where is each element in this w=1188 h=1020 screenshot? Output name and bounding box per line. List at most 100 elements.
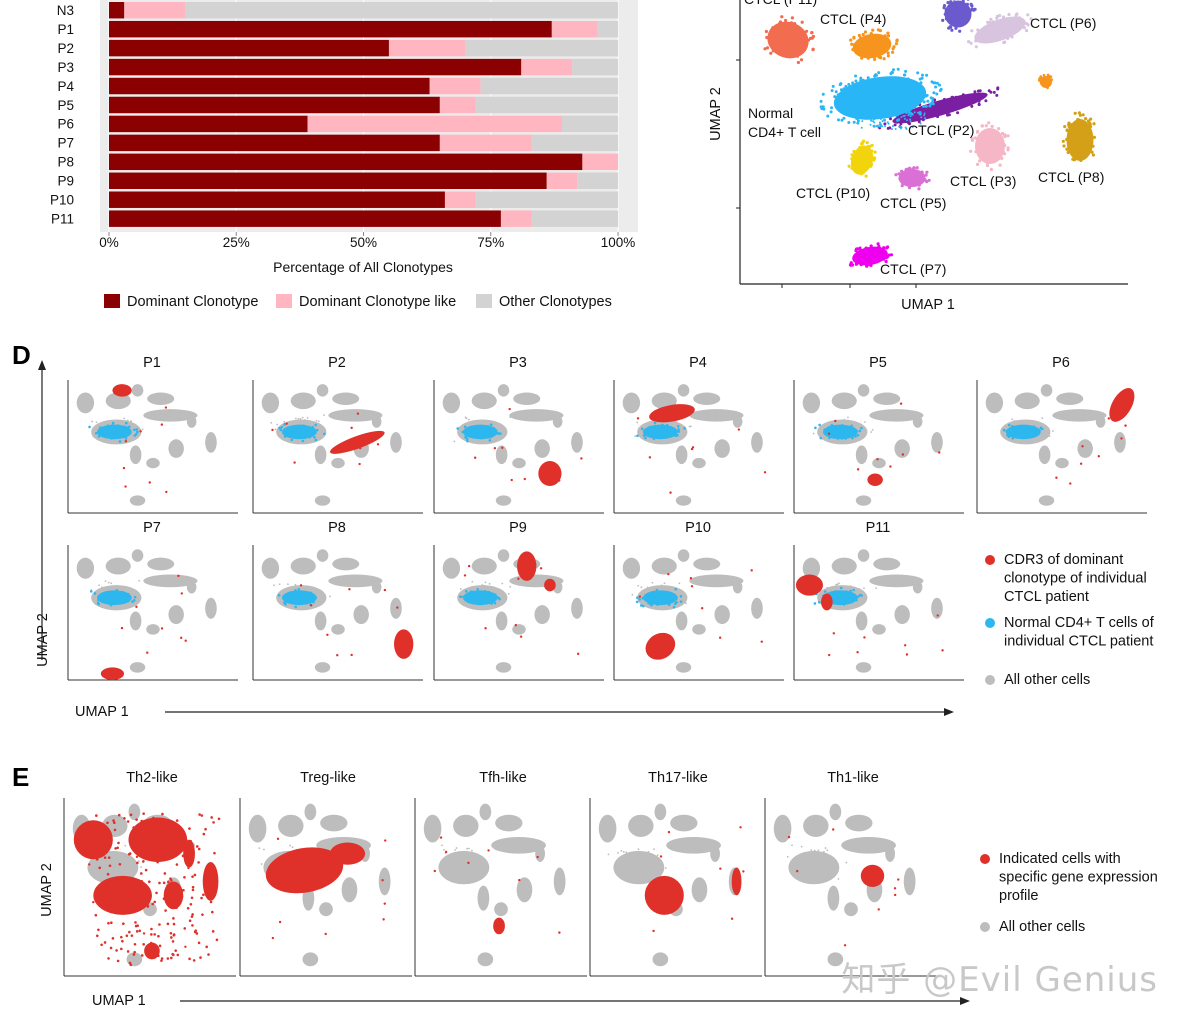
point — [856, 104, 859, 107]
grey-cluster — [494, 902, 508, 917]
grey-cluster — [471, 392, 497, 410]
point — [103, 941, 107, 944]
point — [644, 436, 647, 440]
point — [148, 880, 151, 884]
point — [477, 422, 479, 425]
point — [928, 104, 932, 108]
point — [95, 934, 99, 938]
point — [633, 865, 636, 868]
point — [213, 851, 216, 855]
point — [862, 113, 865, 116]
point — [489, 587, 492, 590]
point — [821, 92, 825, 96]
point — [905, 103, 908, 106]
point — [664, 867, 667, 869]
cluster-p5 — [894, 166, 931, 191]
point — [899, 104, 902, 107]
bar-segment — [109, 191, 445, 208]
grey-cluster — [129, 445, 142, 465]
point — [924, 117, 927, 120]
point — [668, 441, 671, 443]
point — [646, 586, 649, 589]
point — [891, 47, 895, 51]
point — [149, 949, 153, 953]
point — [160, 957, 164, 960]
umap-main-chart: UMAP 1 UMAP 2 CTCL (P11)CTCL (P4) CTCL (P6)… — [708, 0, 1128, 313]
point — [924, 173, 928, 177]
point — [635, 600, 639, 604]
point — [466, 869, 469, 872]
grey-cluster — [689, 574, 744, 588]
point — [121, 939, 124, 943]
point — [376, 443, 380, 446]
point — [130, 934, 134, 937]
grey-cluster — [628, 814, 654, 837]
point — [483, 588, 486, 591]
point — [315, 419, 318, 422]
point — [166, 922, 170, 926]
grey-cluster — [304, 803, 317, 821]
point — [277, 593, 281, 597]
point — [279, 428, 283, 432]
point — [865, 141, 869, 145]
point — [872, 124, 875, 127]
point — [905, 99, 908, 102]
point — [900, 116, 903, 119]
mini-umap — [414, 798, 587, 977]
point — [129, 963, 133, 967]
bar-segment — [597, 20, 618, 38]
point — [487, 422, 489, 425]
point — [667, 422, 670, 424]
point — [1048, 435, 1051, 438]
point — [142, 812, 145, 815]
point — [113, 828, 117, 832]
grey-cluster — [689, 409, 744, 422]
point — [882, 107, 885, 110]
point — [167, 839, 171, 842]
point — [456, 856, 459, 859]
point — [830, 856, 833, 859]
point — [1014, 13, 1018, 17]
panel-letter-e: E — [12, 762, 30, 792]
cluster-purple-top — [941, 0, 977, 33]
point — [133, 881, 137, 885]
point — [124, 894, 128, 898]
point — [192, 959, 196, 962]
bar-segment — [429, 77, 481, 95]
point — [863, 636, 866, 639]
point — [631, 593, 634, 596]
point — [847, 82, 851, 86]
point — [150, 933, 153, 936]
point — [153, 933, 156, 936]
point — [134, 432, 138, 436]
point — [888, 101, 891, 104]
cluster-p6 — [967, 12, 1033, 49]
highlight-cluster — [93, 875, 152, 915]
point — [680, 590, 683, 593]
grey-cluster — [390, 431, 402, 453]
point — [1006, 146, 1010, 150]
point — [306, 421, 309, 424]
point — [139, 430, 142, 433]
point — [831, 439, 834, 442]
point — [853, 110, 855, 113]
point — [831, 84, 835, 88]
point — [160, 423, 164, 426]
highlight-cluster — [330, 430, 385, 454]
x-tick-label: 0% — [99, 235, 119, 250]
cluster-core — [974, 16, 1026, 44]
point — [992, 90, 996, 94]
point — [662, 586, 665, 588]
point — [910, 112, 914, 116]
point — [922, 104, 926, 108]
point — [877, 908, 880, 911]
point — [627, 867, 630, 870]
grey-cluster — [857, 549, 870, 562]
mini-umap-title: P6 — [1052, 355, 1070, 371]
point — [125, 934, 129, 938]
point — [169, 877, 172, 880]
grey-cluster — [319, 902, 333, 917]
grey-cluster — [328, 574, 383, 588]
point — [488, 588, 491, 591]
point — [384, 839, 387, 842]
